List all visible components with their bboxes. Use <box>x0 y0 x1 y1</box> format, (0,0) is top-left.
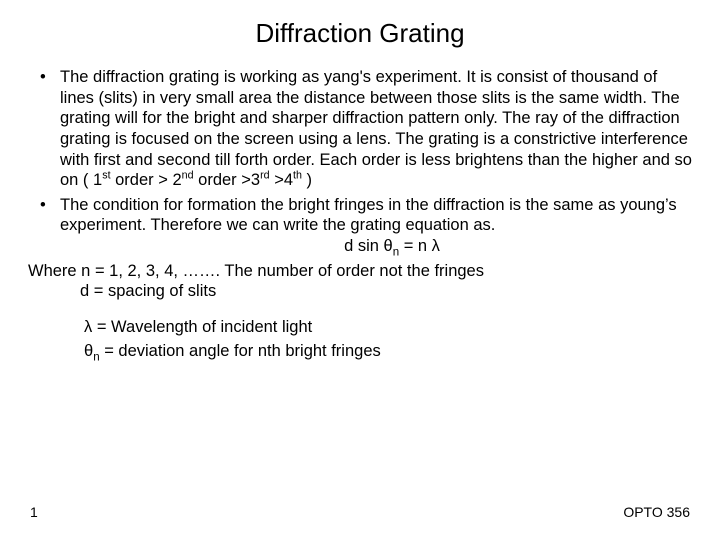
where-d-line: d = spacing of slits <box>28 281 692 302</box>
where-n-line: Where n = 1, 2, 3, 4, ……. The number of … <box>28 261 692 282</box>
course-code: OPTO 356 <box>623 504 690 520</box>
bullet-2: The condition for formation the bright f… <box>60 195 692 257</box>
grating-equation: d sin θn = n λ <box>92 236 692 257</box>
bullet-1: The diffraction grating is working as ya… <box>60 67 692 191</box>
lambda-definition: λ = Wavelength of incident light <box>84 316 692 340</box>
slide-footer: 1 OPTO 356 <box>0 504 720 520</box>
bullet-2-text: The condition for formation the bright f… <box>60 196 677 235</box>
bullet-list: The diffraction grating is working as ya… <box>28 67 692 257</box>
theta-definition: θn = deviation angle for nth bright frin… <box>84 340 692 364</box>
page-title: Diffraction Grating <box>28 18 692 49</box>
page-number: 1 <box>30 504 38 520</box>
definitions-block: λ = Wavelength of incident light θn = de… <box>28 316 692 364</box>
